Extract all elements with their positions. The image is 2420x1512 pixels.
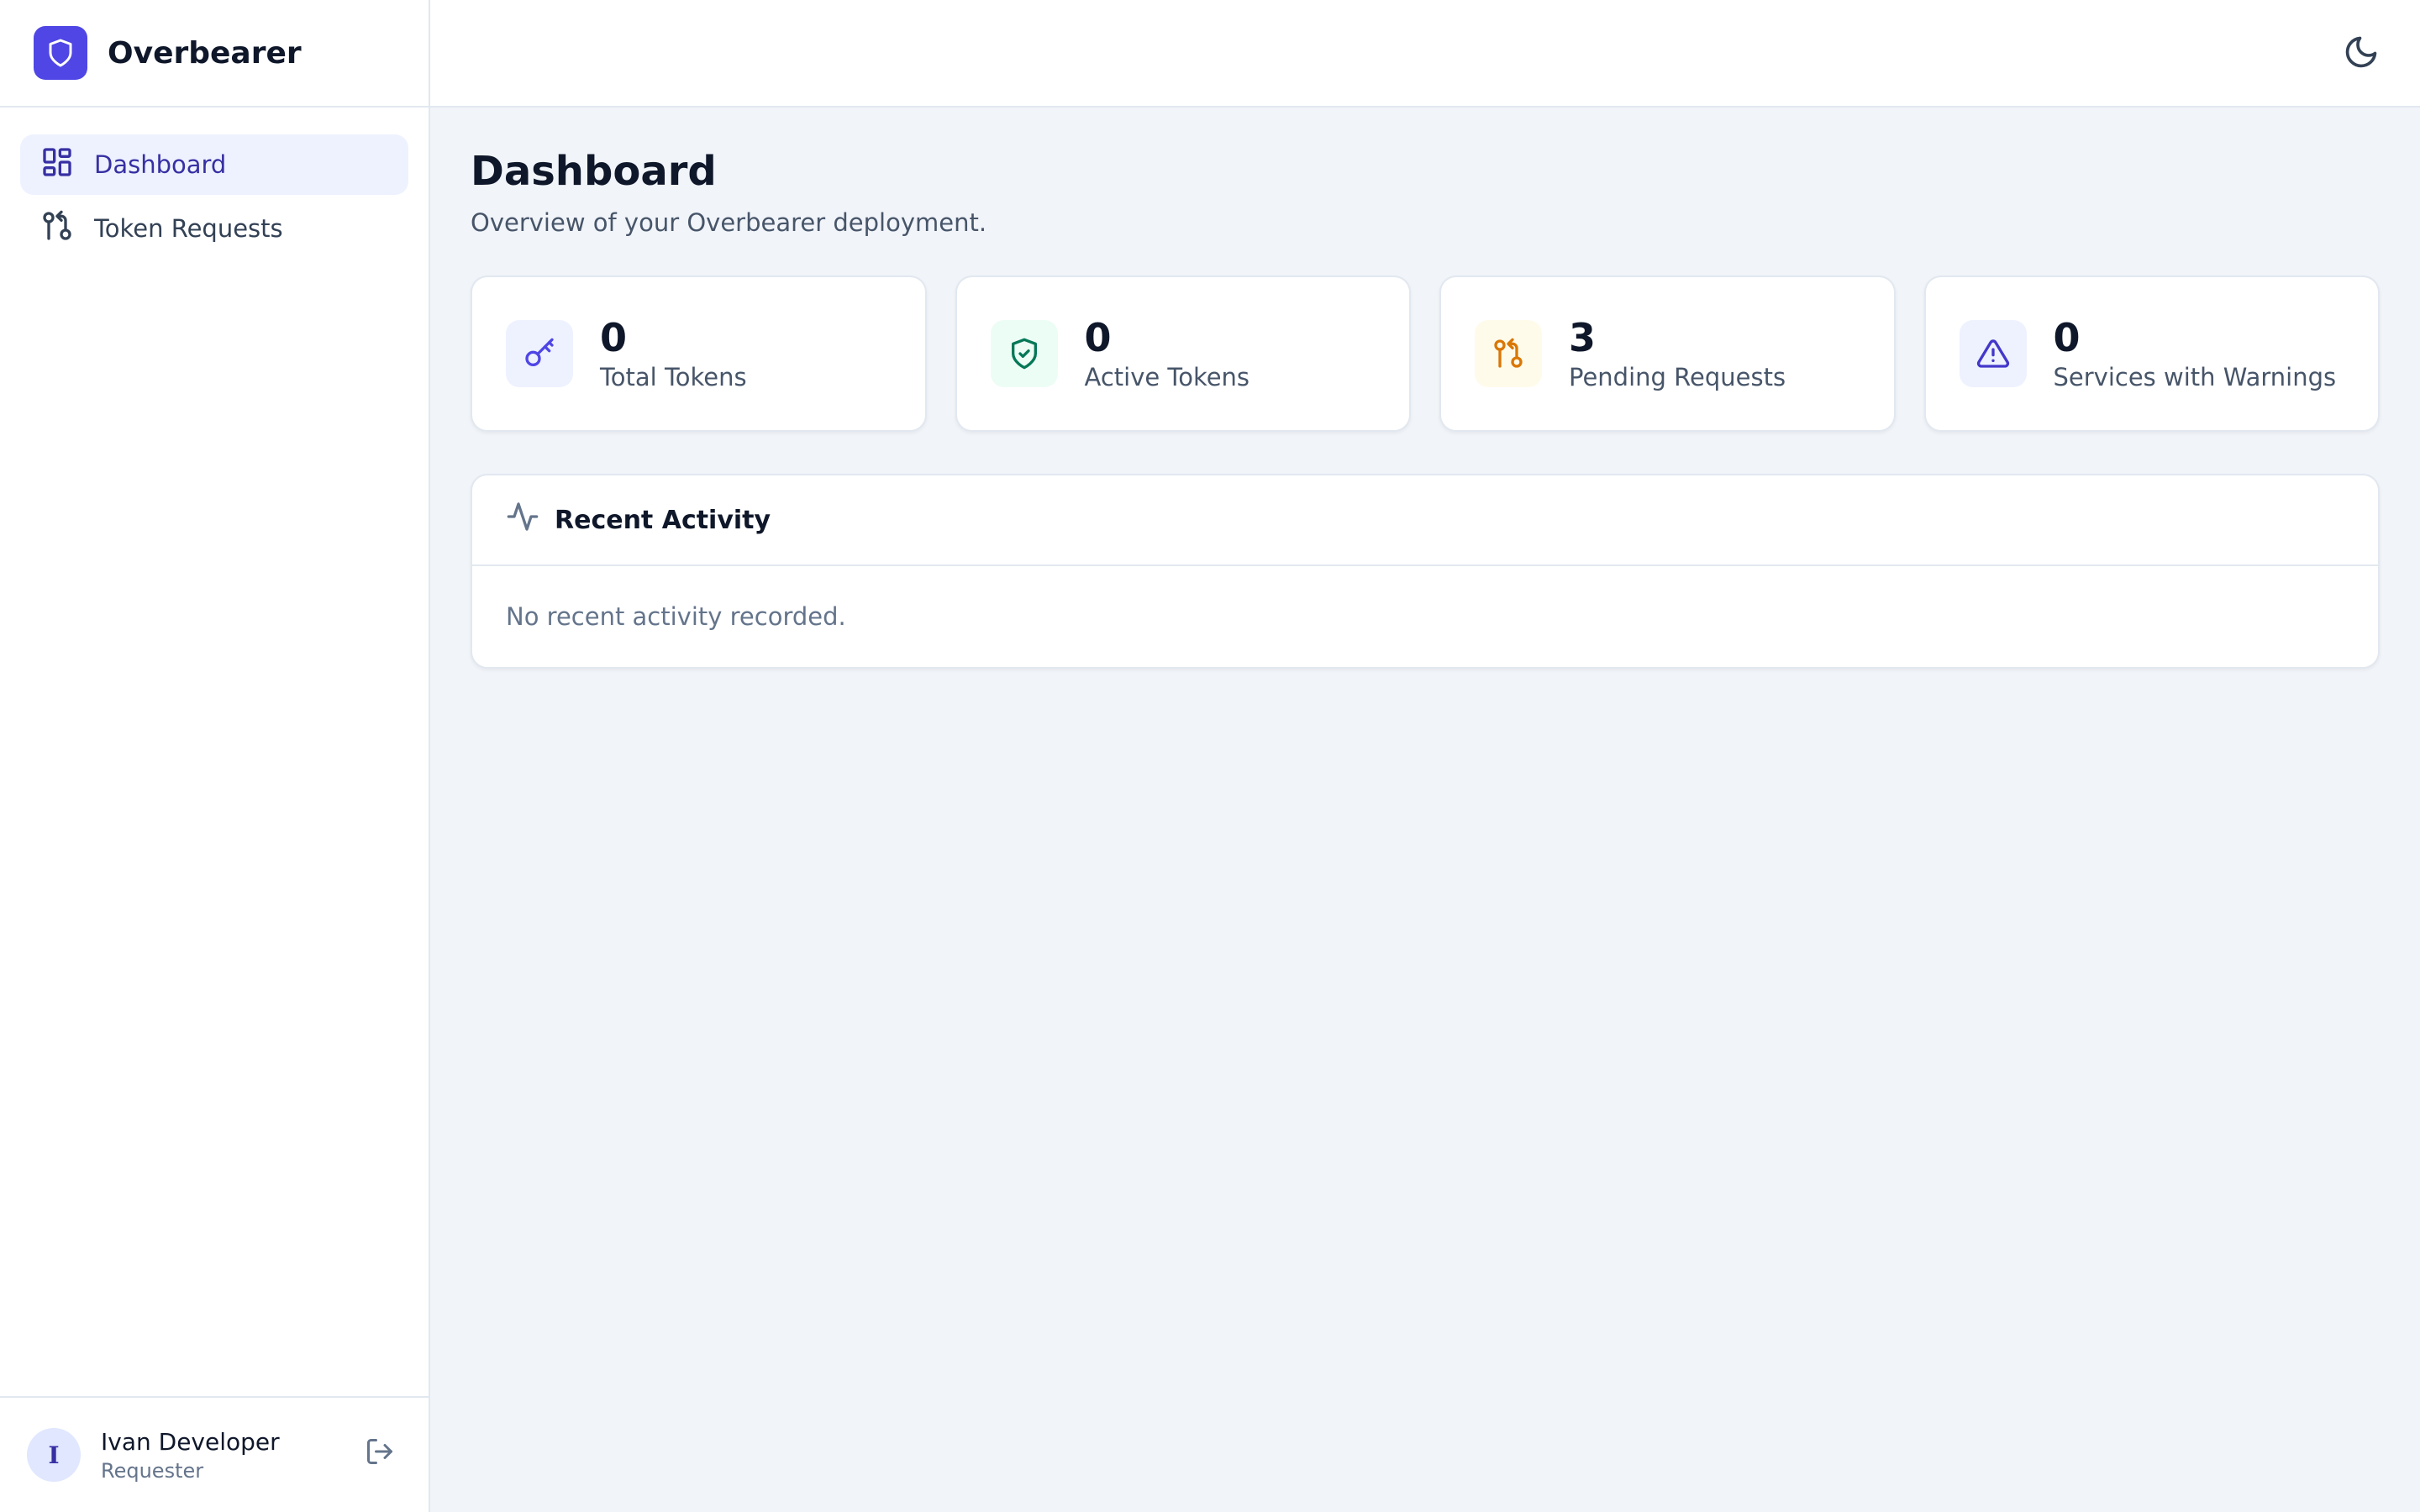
alert-triangle-icon: [1959, 320, 2027, 387]
recent-activity-title: Recent Activity: [555, 505, 771, 535]
recent-activity-panel: Recent Activity No recent activity recor…: [471, 474, 2380, 669]
sidebar: Overbearer Dashboard Token Requests I Iv…: [0, 0, 430, 1512]
page-title: Dashboard: [471, 148, 717, 195]
sidebar-item-label: Token Requests: [94, 214, 283, 243]
brand: Overbearer: [0, 0, 429, 108]
stat-value: 0: [1084, 315, 1112, 360]
user-role: Requester: [101, 1458, 204, 1483]
stat-label: Pending Requests: [1569, 363, 1786, 391]
stat-label: Total Tokens: [600, 363, 747, 391]
recent-activity-header: Recent Activity: [472, 475, 2378, 566]
stat-card-pending-requests: 3 Pending Requests: [1439, 276, 1896, 432]
layout-dashboard-icon: [40, 145, 74, 185]
user-panel: I Ivan Developer Requester: [0, 1396, 429, 1512]
shield-check-icon: [990, 320, 1058, 387]
user-name: Ivan Developer: [101, 1427, 280, 1456]
app-name: Overbearer: [108, 35, 302, 71]
stat-card-active-tokens: 0 Active Tokens: [955, 276, 1411, 432]
main-content: Dashboard Overview of your Overbearer de…: [471, 148, 2380, 669]
page-subtitle: Overview of your Overbearer deployment.: [471, 208, 987, 237]
sidebar-item-dashboard[interactable]: Dashboard: [20, 134, 408, 195]
activity-icon: [506, 500, 539, 540]
sidebar-nav: Dashboard Token Requests: [0, 108, 429, 289]
sidebar-item-token-requests[interactable]: Token Requests: [20, 198, 408, 259]
stat-value: 0: [600, 315, 628, 360]
stat-label: Services with Warnings: [2053, 363, 2337, 391]
moon-icon[interactable]: [2343, 34, 2380, 77]
key-icon: [506, 320, 573, 387]
stat-value: 0: [2053, 315, 2081, 360]
stat-value: 3: [1569, 315, 1597, 360]
stats-cards: 0 Total Tokens 0 Active Tokens 3 Pending Re…: [471, 276, 2380, 432]
stat-card-services-warnings: 0 Services with Warnings: [1923, 276, 2380, 432]
recent-activity-empty: No recent activity recorded.: [506, 602, 846, 631]
avatar: I: [27, 1428, 81, 1482]
git-pull-request-icon: [1475, 320, 1542, 387]
sidebar-item-label: Dashboard: [94, 150, 227, 179]
log-out-icon[interactable]: [365, 1436, 395, 1473]
shield-icon: [34, 26, 87, 80]
topbar: [430, 0, 2420, 108]
git-pull-request-icon: [40, 209, 74, 249]
stat-label: Active Tokens: [1084, 363, 1250, 391]
stat-card-total-tokens: 0 Total Tokens: [471, 276, 927, 432]
